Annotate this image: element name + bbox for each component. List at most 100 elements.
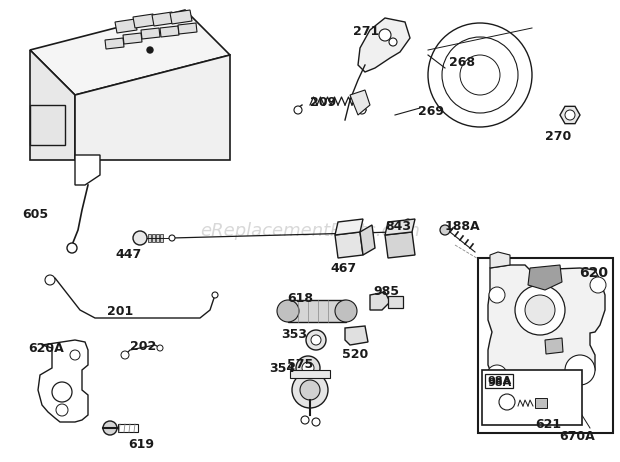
Text: eReplacementParts.com: eReplacementParts.com [200, 222, 420, 240]
Circle shape [67, 243, 77, 253]
Polygon shape [178, 23, 197, 34]
Bar [288, 300, 346, 322]
Text: 188A: 188A [445, 220, 480, 233]
Polygon shape [360, 225, 375, 255]
Text: 354: 354 [269, 361, 295, 375]
Circle shape [133, 231, 147, 245]
Text: 618: 618 [287, 292, 313, 305]
Polygon shape [335, 219, 363, 235]
Circle shape [70, 350, 80, 360]
Text: 670A: 670A [559, 430, 595, 443]
Text: 209: 209 [310, 96, 336, 109]
Bar [290, 370, 330, 378]
Circle shape [296, 356, 320, 380]
Circle shape [45, 275, 55, 285]
Circle shape [300, 380, 320, 400]
Text: 605: 605 [22, 208, 48, 221]
Text: 98A: 98A [487, 378, 512, 388]
Circle shape [147, 47, 153, 53]
Text: 447: 447 [115, 248, 141, 261]
Bar [118, 424, 138, 432]
Circle shape [292, 372, 328, 408]
Circle shape [335, 300, 357, 322]
Circle shape [499, 394, 515, 410]
Circle shape [103, 421, 117, 435]
Text: 98A: 98A [487, 376, 512, 386]
Bar [388, 296, 403, 308]
Text: 575: 575 [287, 358, 313, 371]
Text: 268: 268 [449, 55, 475, 68]
Polygon shape [75, 155, 100, 185]
Circle shape [358, 106, 366, 114]
Text: 201: 201 [107, 305, 133, 318]
Circle shape [565, 110, 575, 120]
Bar [156, 234, 159, 242]
Circle shape [52, 382, 72, 402]
Circle shape [302, 362, 314, 374]
Polygon shape [528, 265, 562, 290]
Polygon shape [350, 90, 370, 115]
Bar [152, 234, 155, 242]
Polygon shape [133, 14, 155, 28]
Text: 353: 353 [281, 328, 307, 341]
Text: 619: 619 [128, 438, 154, 451]
Polygon shape [38, 340, 88, 422]
Text: 269: 269 [418, 105, 444, 118]
Polygon shape [160, 26, 179, 37]
Polygon shape [335, 232, 363, 258]
Circle shape [56, 404, 68, 416]
Polygon shape [385, 232, 415, 258]
Polygon shape [385, 219, 415, 235]
Circle shape [590, 277, 606, 293]
Circle shape [379, 29, 391, 41]
Bar [160, 234, 163, 242]
Polygon shape [115, 19, 137, 33]
Text: 621: 621 [535, 418, 561, 431]
Circle shape [306, 330, 326, 350]
Text: 985: 985 [373, 285, 399, 298]
Polygon shape [545, 338, 563, 354]
Circle shape [169, 235, 175, 241]
Circle shape [301, 416, 309, 424]
Bar [148, 234, 151, 242]
Circle shape [312, 418, 320, 426]
Circle shape [121, 351, 129, 359]
Polygon shape [152, 12, 174, 26]
Polygon shape [141, 28, 160, 39]
Text: 270: 270 [545, 130, 571, 143]
Polygon shape [30, 105, 65, 145]
Polygon shape [358, 18, 410, 72]
Circle shape [405, 219, 411, 225]
Circle shape [460, 55, 500, 95]
Circle shape [294, 106, 302, 114]
Circle shape [311, 335, 321, 345]
Polygon shape [30, 10, 230, 95]
Text: 843: 843 [385, 220, 411, 233]
Bar [478, 258, 613, 433]
Polygon shape [490, 252, 510, 268]
Text: 620A: 620A [28, 342, 64, 355]
Circle shape [565, 355, 595, 385]
Polygon shape [170, 10, 192, 24]
Polygon shape [123, 33, 142, 44]
Text: 467: 467 [330, 262, 356, 275]
Circle shape [212, 292, 218, 298]
Text: 202: 202 [130, 340, 156, 353]
Polygon shape [560, 106, 580, 124]
Circle shape [442, 37, 518, 113]
Circle shape [428, 23, 532, 127]
Polygon shape [370, 292, 390, 310]
Polygon shape [488, 265, 605, 390]
Bar [482, 370, 582, 425]
Text: 520: 520 [342, 348, 368, 361]
Circle shape [157, 345, 163, 351]
Circle shape [487, 365, 507, 385]
Polygon shape [75, 55, 230, 160]
Circle shape [515, 285, 565, 335]
Circle shape [389, 38, 397, 46]
Text: 271: 271 [353, 25, 379, 38]
Polygon shape [105, 38, 124, 49]
Circle shape [489, 287, 505, 303]
Circle shape [277, 300, 299, 322]
Polygon shape [345, 326, 368, 345]
